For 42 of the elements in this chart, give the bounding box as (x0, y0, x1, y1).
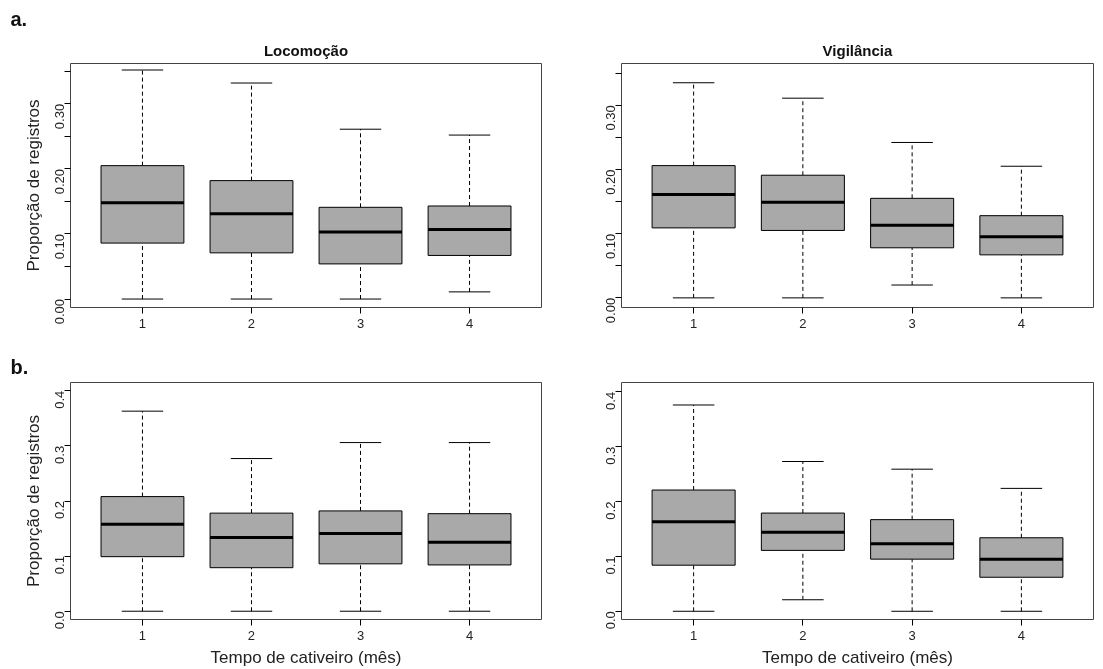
x-tick-label: 4 (1017, 627, 1026, 643)
y-tick-label: 0.10 (603, 233, 618, 259)
y-tick-label: 0.10 (52, 233, 67, 260)
y-tick-label: 0.00 (603, 297, 618, 324)
chart-title: Locomoção (263, 41, 349, 59)
y-tick-label: 0.30 (603, 105, 618, 131)
x-tick-label: 3 (356, 627, 365, 643)
x-tick-label: 1 (138, 315, 147, 331)
x-tick-label: 3 (356, 315, 365, 331)
text: a. (10, 7, 28, 30)
chart-title: Vigilância (822, 41, 894, 59)
x-tick-label: 1 (690, 315, 698, 331)
x-tick-label: 2 (247, 627, 256, 643)
y-tick-label: 0.2 (52, 500, 67, 520)
x-tick-label: 4 (465, 627, 474, 643)
x-tick-label: 2 (799, 315, 807, 331)
y-axis-title: Proporção de registros (23, 99, 43, 272)
x-tick-label: 1 (138, 627, 147, 643)
x-tick-label: 4 (465, 315, 474, 331)
x-tick-label: 3 (908, 627, 916, 643)
text: b. (10, 355, 29, 378)
x-tick-label: 1 (690, 627, 698, 643)
y-tick-label: 0.4 (603, 391, 618, 410)
x-axis-title: Tempo de cativeiro (mês) (210, 647, 402, 667)
y-tick-label: 0.2 (603, 501, 618, 520)
y-tick-label: 0.0 (52, 611, 67, 630)
y-axis-title: Proporção de registros (23, 415, 43, 587)
y-tick-label: 0.0 (603, 611, 618, 630)
y-tick-label: 0.3 (52, 445, 67, 464)
x-axis-title: Tempo de cativeiro (mês) (762, 647, 953, 667)
y-tick-label: 0.3 (603, 446, 618, 465)
x-tick-label: 2 (799, 627, 807, 643)
y-tick-label: 0.1 (603, 556, 618, 575)
x-tick-label: 4 (1017, 315, 1026, 331)
x-tick-label: 2 (247, 315, 256, 331)
y-tick-label: 0.4 (52, 390, 67, 409)
y-tick-label: 0.00 (52, 299, 67, 325)
y-tick-label: 0.30 (52, 103, 67, 130)
x-tick-label: 3 (908, 315, 916, 331)
y-tick-label: 0.20 (603, 169, 618, 195)
y-tick-label: 0.20 (52, 168, 67, 195)
y-tick-label: 0.1 (52, 556, 67, 575)
